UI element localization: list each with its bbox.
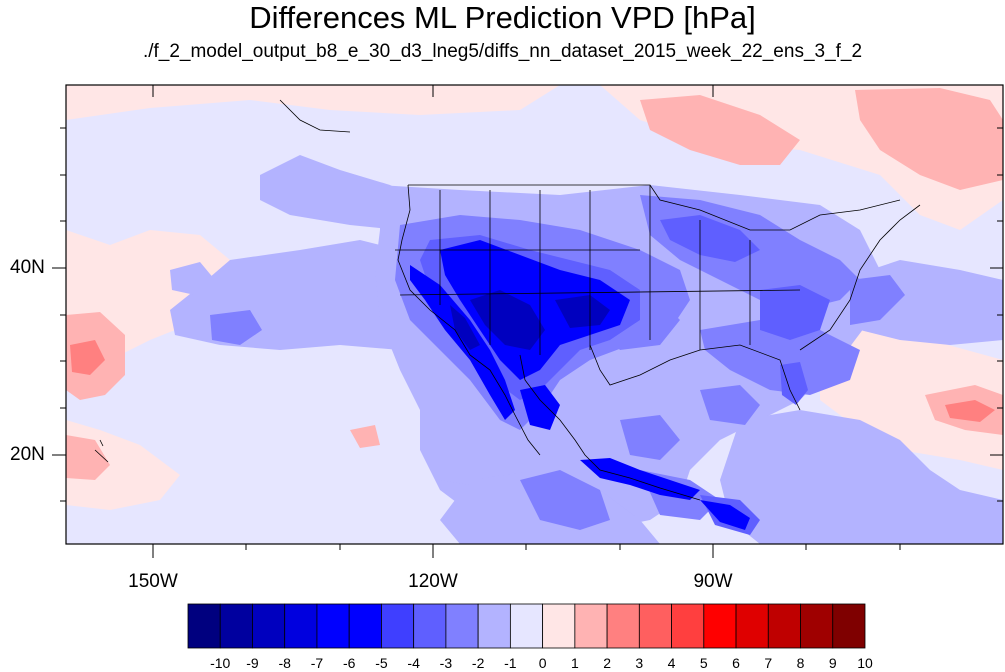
colorbar-swatch	[735, 603, 769, 649]
colorbar-tick-label: 6	[732, 655, 740, 671]
colorbar-tick-label: 9	[828, 655, 837, 671]
colorbar-tick-label: -4	[407, 655, 420, 671]
colorbar-swatch	[542, 603, 576, 649]
lat-label-40n: 40N	[10, 257, 45, 278]
colorbar-tick-label: -5	[375, 655, 388, 671]
colorbar-swatch	[574, 603, 608, 649]
colorbar-swatch	[477, 603, 511, 649]
colorbar-swatch	[284, 603, 318, 649]
colorbar-swatch	[800, 603, 834, 649]
colorbar-swatch	[671, 603, 705, 649]
colorbar-swatch	[252, 603, 286, 649]
colorbar-tick-label: 0	[538, 655, 547, 671]
vpd-difference-field	[66, 85, 1003, 544]
colorbar-tick-label: -6	[342, 655, 356, 671]
map-ticks	[52, 85, 1003, 558]
colorbar-tick-label: -9	[246, 655, 259, 671]
colorbar-tick-label: -3	[439, 655, 453, 671]
colorbar-swatch	[413, 603, 447, 649]
colorbar-swatch	[638, 603, 672, 649]
coastline-lines	[94, 99, 921, 501]
colorbar-swatch	[187, 603, 221, 649]
lon-label-120w: 120W	[408, 571, 458, 592]
colorbar-tick-label: 5	[699, 655, 708, 671]
colorbar-tick-label: 10	[857, 655, 873, 671]
colorbar-swatch	[381, 603, 415, 649]
colorbar-tick-label: 1	[570, 655, 579, 671]
colorbar-tick-label: 8	[796, 655, 805, 671]
colorbar-tick-label: 4	[667, 655, 676, 671]
colorbar-tick-label: -10	[210, 655, 231, 671]
colorbar-tick-label: 2	[603, 655, 611, 671]
colorbar-tick-label: -7	[310, 655, 324, 671]
map-subtitle: ./f_2_model_output_b8_e_30_d3_lneg5/diff…	[142, 41, 863, 62]
colorbar-swatch	[445, 603, 479, 649]
lon-label-150w: 150W	[128, 571, 178, 592]
map-title: Differences ML Prediction VPD [hPa]	[249, 0, 756, 35]
colorbar	[187, 603, 866, 649]
colorbar-swatch	[832, 603, 866, 649]
colorbar-tick-label: 3	[635, 655, 644, 671]
colorbar-swatch	[348, 603, 382, 649]
colorbar-swatch	[703, 603, 737, 649]
colorbar-tick-label: -2	[471, 655, 485, 671]
lon-label-90w: 90W	[693, 571, 733, 592]
colorbar-tick-label: -8	[278, 655, 291, 671]
colorbar-tick-label: -1	[504, 655, 517, 671]
colorbar-swatch	[509, 603, 544, 649]
colorbar-swatch	[316, 603, 350, 649]
colorbar-tick-label: 7	[764, 655, 773, 671]
colorbar-swatch	[767, 603, 801, 649]
colorbar-swatch	[606, 603, 640, 649]
colorbar-swatch	[219, 603, 253, 649]
lat-label-20n: 20N	[10, 444, 45, 465]
negative-core-regions	[450, 290, 610, 350]
